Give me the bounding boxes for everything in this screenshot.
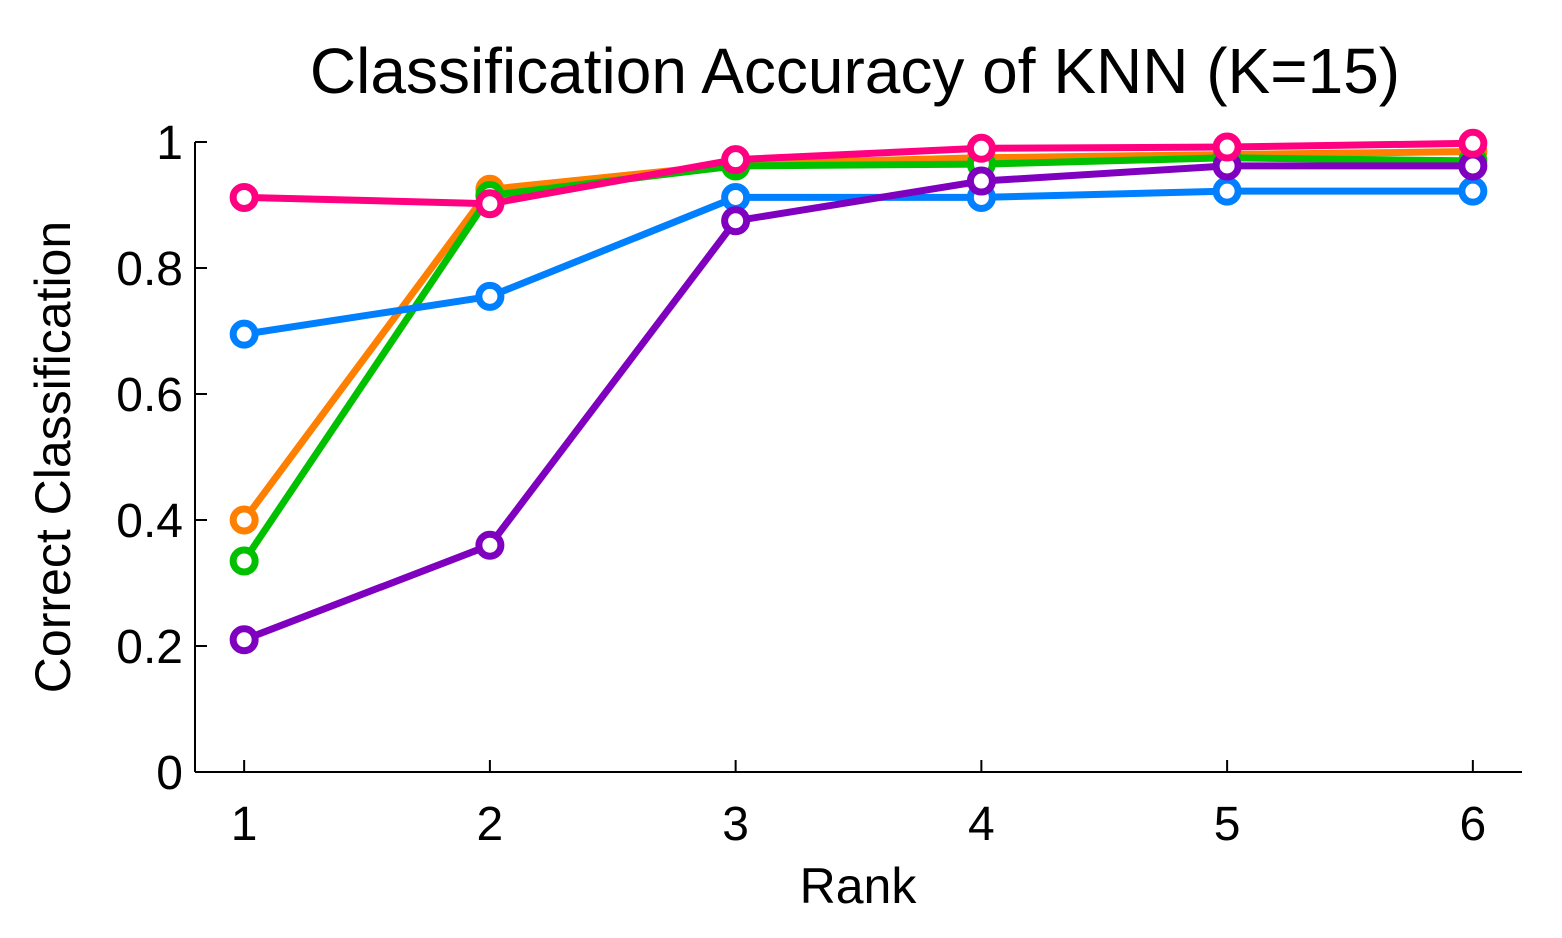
series-3	[229, 176, 1488, 349]
data-point	[1458, 128, 1488, 158]
x-tick-label: 3	[722, 798, 749, 851]
x-tick-label: 2	[477, 798, 504, 851]
series-group	[229, 128, 1488, 655]
x-tick-label: 5	[1214, 798, 1241, 851]
data-point	[721, 206, 751, 236]
y-tick-label: 0.2	[116, 621, 183, 674]
x-tick-label: 6	[1460, 798, 1487, 851]
y-tick-label: 0.4	[116, 495, 183, 548]
data-point	[1458, 176, 1488, 206]
data-point	[229, 182, 259, 212]
data-point	[1212, 132, 1242, 162]
data-point	[229, 319, 259, 349]
y-axis-label: Correct Classification	[25, 221, 81, 693]
data-point	[229, 625, 259, 655]
data-point	[721, 145, 751, 175]
data-point	[721, 182, 751, 212]
data-point	[966, 133, 996, 163]
series-line	[240, 148, 1477, 524]
series-line	[240, 162, 1477, 644]
x-tick-label: 1	[231, 798, 258, 851]
y-tick-label: 0.6	[116, 369, 183, 422]
series-line	[240, 154, 1477, 565]
series-2	[229, 143, 1488, 576]
axes: 1 2 3 4 5 6 0 0.2 0.4 0.6 0.8 1	[116, 117, 1522, 851]
data-point	[229, 546, 259, 576]
y-tick-label: 0	[156, 747, 183, 800]
chart-title: Classification Accuracy of KNN (K=15)	[310, 35, 1400, 107]
data-point	[229, 505, 259, 535]
y-tick-label: 1	[156, 117, 183, 170]
x-axis-label: Rank	[800, 858, 918, 914]
series-4	[229, 151, 1488, 655]
series-line	[240, 187, 1477, 338]
y-tick-label: 0.8	[116, 243, 183, 296]
data-point	[475, 189, 505, 219]
data-point	[475, 530, 505, 560]
data-point	[475, 281, 505, 311]
data-point	[966, 166, 996, 196]
series-line	[240, 139, 1477, 208]
series-5	[229, 128, 1488, 219]
x-tick-label: 4	[968, 798, 995, 851]
data-point	[1212, 176, 1242, 206]
data-point	[1458, 151, 1488, 181]
